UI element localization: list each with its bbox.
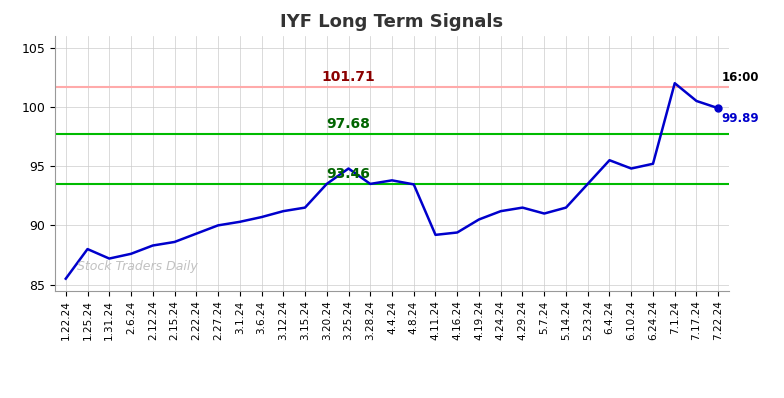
Text: 97.68: 97.68	[327, 117, 370, 131]
Title: IYF Long Term Signals: IYF Long Term Signals	[281, 14, 503, 31]
Text: 99.89: 99.89	[721, 112, 759, 125]
Text: Stock Traders Daily: Stock Traders Daily	[77, 260, 198, 273]
Text: 93.46: 93.46	[327, 168, 370, 181]
Text: 16:00: 16:00	[721, 71, 759, 84]
Text: 101.71: 101.71	[321, 70, 376, 84]
